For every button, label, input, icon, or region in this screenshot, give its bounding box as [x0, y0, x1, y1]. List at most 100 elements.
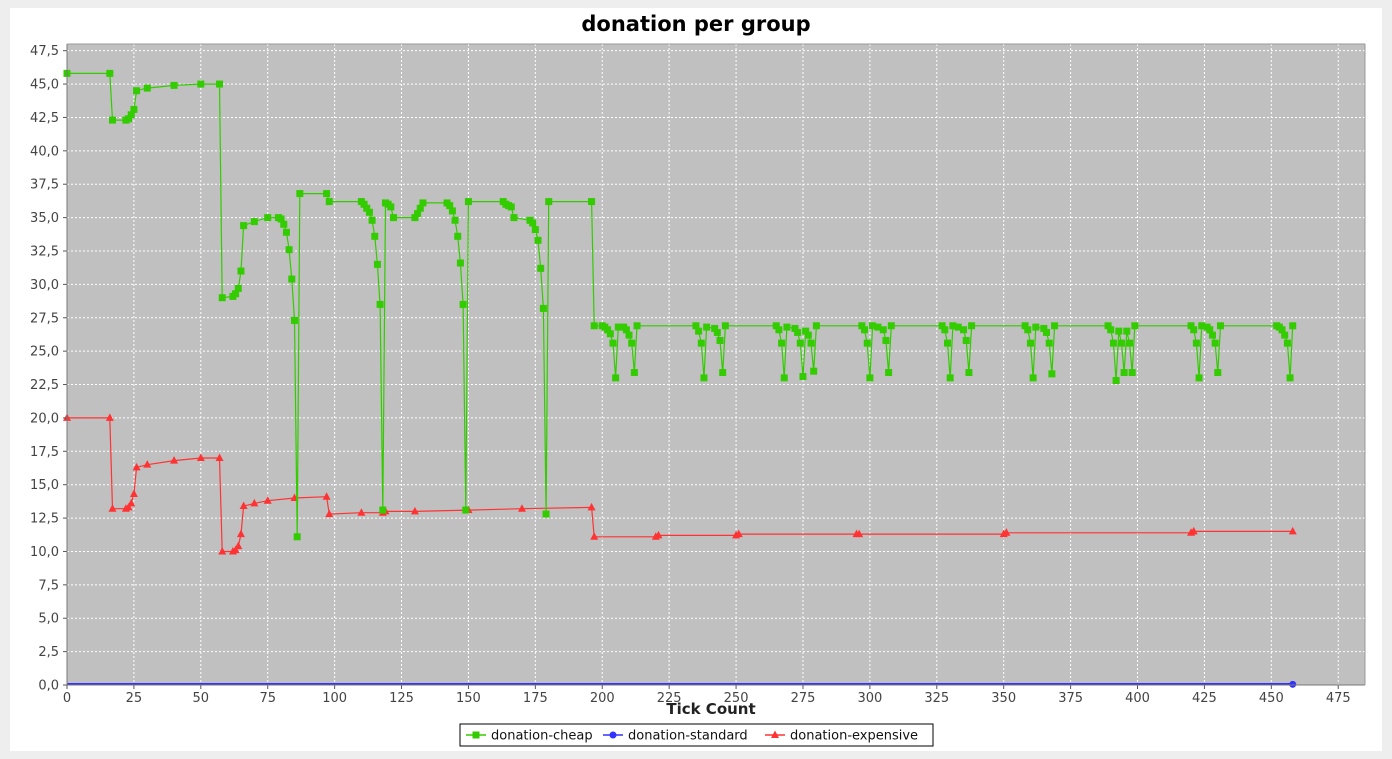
- data-point: [459, 300, 467, 308]
- data-point: [1128, 369, 1136, 377]
- legend-marker: [609, 731, 617, 739]
- y-tick-label: 5,0: [38, 612, 59, 627]
- x-tick-label: 475: [1326, 691, 1351, 706]
- x-tick-label: 425: [1192, 691, 1217, 706]
- data-point: [414, 210, 422, 218]
- data-point: [1115, 327, 1123, 335]
- data-point: [1125, 339, 1133, 347]
- data-point: [1208, 331, 1216, 339]
- data-point: [170, 81, 178, 89]
- data-point: [285, 246, 293, 254]
- y-tick-label: 45,0: [30, 78, 59, 93]
- data-point: [1216, 322, 1224, 330]
- data-point: [108, 504, 117, 512]
- data-point: [373, 260, 381, 268]
- data-point: [456, 259, 464, 267]
- grid-lines: [66, 44, 1365, 686]
- data-point: [1043, 328, 1051, 336]
- data-point: [127, 111, 135, 119]
- data-point: [625, 331, 633, 339]
- series-layer: [63, 69, 1297, 688]
- data-point: [379, 506, 387, 514]
- x-tick-label: 0: [63, 691, 71, 706]
- chart-frame: donation per group 0 25 50 75 100 125 150 175 20…: [10, 8, 1382, 751]
- data-point: [464, 198, 472, 206]
- data-point: [590, 532, 599, 540]
- data-point: [1026, 339, 1034, 347]
- data-point: [448, 207, 456, 215]
- data-point: [612, 374, 620, 382]
- data-point: [1120, 369, 1128, 377]
- data-point: [376, 300, 384, 308]
- data-point: [410, 506, 419, 515]
- data-point: [863, 339, 871, 347]
- data-point: [170, 456, 179, 464]
- data-point: [802, 327, 810, 335]
- x-tick-label: 325: [924, 691, 949, 706]
- data-point: [290, 316, 298, 324]
- data-point: [1048, 370, 1056, 378]
- x-axis-title: Tick Count: [666, 700, 755, 718]
- data-point: [1198, 322, 1206, 330]
- data-point: [537, 264, 545, 272]
- legend-label: donation-cheap: [491, 729, 593, 744]
- data-point: [277, 215, 285, 223]
- data-point: [357, 508, 366, 516]
- legend-label: donation-expensive: [790, 729, 918, 744]
- series-donation-cheap: [63, 69, 1297, 541]
- x-tick-label: 175: [523, 691, 548, 706]
- legend-box: [459, 723, 934, 747]
- data-point: [1289, 322, 1297, 330]
- data-point: [234, 284, 242, 292]
- line-chart: donation per group 0 25 50 75 100 125 150 175 20…: [30, 12, 1366, 747]
- data-point: [949, 322, 957, 330]
- data-point: [778, 339, 786, 347]
- data-point: [780, 374, 788, 382]
- data-point: [713, 328, 721, 336]
- data-point: [531, 226, 539, 234]
- data-point: [1109, 339, 1117, 347]
- data-point: [887, 322, 895, 330]
- x-tick-label: 275: [791, 691, 816, 706]
- data-point: [390, 214, 398, 222]
- data-point: [622, 326, 630, 334]
- data-point: [108, 116, 116, 124]
- x-tick-label: 250: [724, 691, 749, 706]
- data-point: [288, 275, 296, 283]
- data-point: [734, 529, 743, 538]
- data-point: [869, 322, 877, 330]
- y-tick-label: 10,0: [30, 545, 59, 560]
- data-point: [325, 198, 333, 206]
- data-point: [954, 323, 962, 331]
- data-point: [1288, 526, 1297, 535]
- x-tick-label: 125: [389, 691, 414, 706]
- data-point: [239, 501, 248, 510]
- data-point: [237, 267, 245, 275]
- data-point: [129, 489, 138, 498]
- data-point: [106, 69, 114, 77]
- data-point: [132, 462, 141, 471]
- data-point: [539, 304, 547, 312]
- data-point: [507, 203, 515, 211]
- data-point: [325, 509, 334, 518]
- data-point: [1281, 331, 1289, 339]
- y-tick-label: 32,5: [30, 244, 59, 259]
- data-point: [1187, 322, 1195, 330]
- data-point: [416, 204, 424, 212]
- data-point: [282, 228, 290, 236]
- data-point: [462, 506, 470, 514]
- data-point: [124, 502, 133, 511]
- data-point: [234, 541, 243, 550]
- legend: donation-cheap donation-standard donation-…: [459, 723, 934, 747]
- data-point: [1040, 324, 1048, 332]
- data-point: [1195, 374, 1203, 382]
- data-point: [529, 219, 537, 227]
- data-point: [236, 529, 245, 538]
- data-point: [218, 294, 226, 302]
- x-tick-label: 350: [991, 691, 1016, 706]
- x-tick-label: 375: [1058, 691, 1083, 706]
- data-point: [1211, 339, 1219, 347]
- data-point: [263, 496, 272, 504]
- data-point: [454, 232, 462, 240]
- legend-marker: [472, 731, 480, 739]
